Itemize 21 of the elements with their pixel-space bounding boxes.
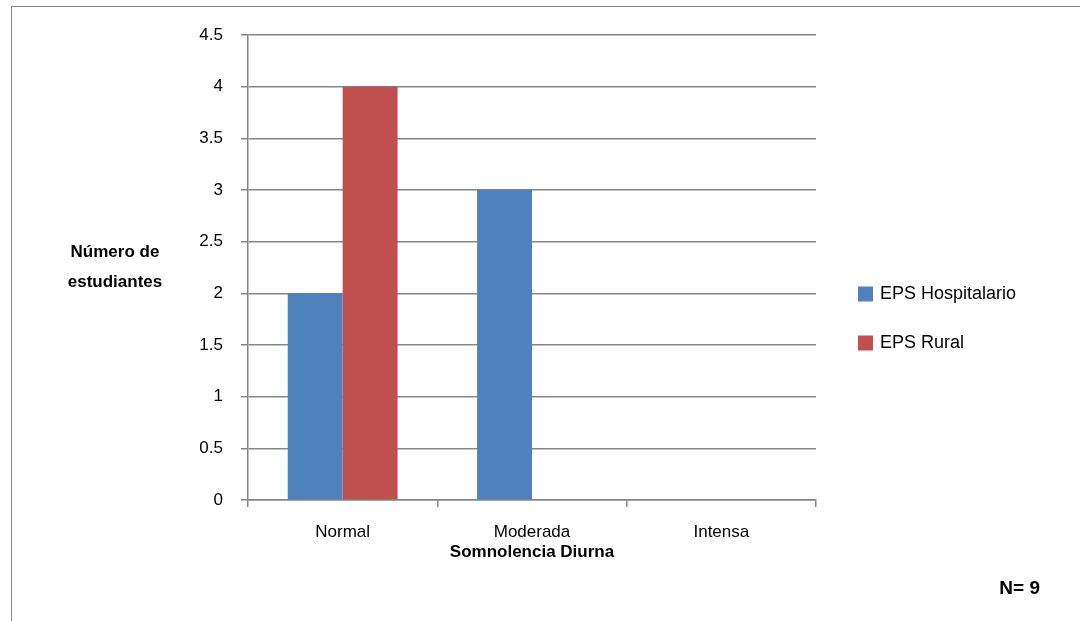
y-tick-label: 3.5 [199, 128, 223, 148]
y-tick-label: 2.5 [199, 231, 223, 251]
y-tick-label: 1 [213, 386, 223, 406]
bar [287, 293, 343, 500]
legend-label: EPS Rural [880, 332, 965, 353]
x-tick-label: Moderada [493, 521, 571, 541]
y-tick-label: 4.5 [199, 24, 223, 44]
x-tick-label: Normal [315, 521, 371, 541]
y-tick-label: 2 [213, 283, 223, 303]
y-tick-label: 3 [213, 179, 223, 199]
bar [342, 86, 398, 500]
y-tick-label: 0 [213, 489, 223, 509]
y-tick-label: 4 [213, 76, 223, 96]
y-axis-title: Número de estudiantes [66, 241, 164, 293]
y-tick-label: 0.5 [199, 438, 223, 458]
y-tick-label: 1.5 [199, 334, 223, 354]
x-tick-label: Intensa [693, 521, 750, 541]
legend-label: EPS Hospitalario [880, 283, 1017, 304]
bar [477, 190, 532, 500]
text: N= 9 [999, 577, 1040, 599]
x-axis-title: Somnolencia Diurna [449, 542, 615, 562]
